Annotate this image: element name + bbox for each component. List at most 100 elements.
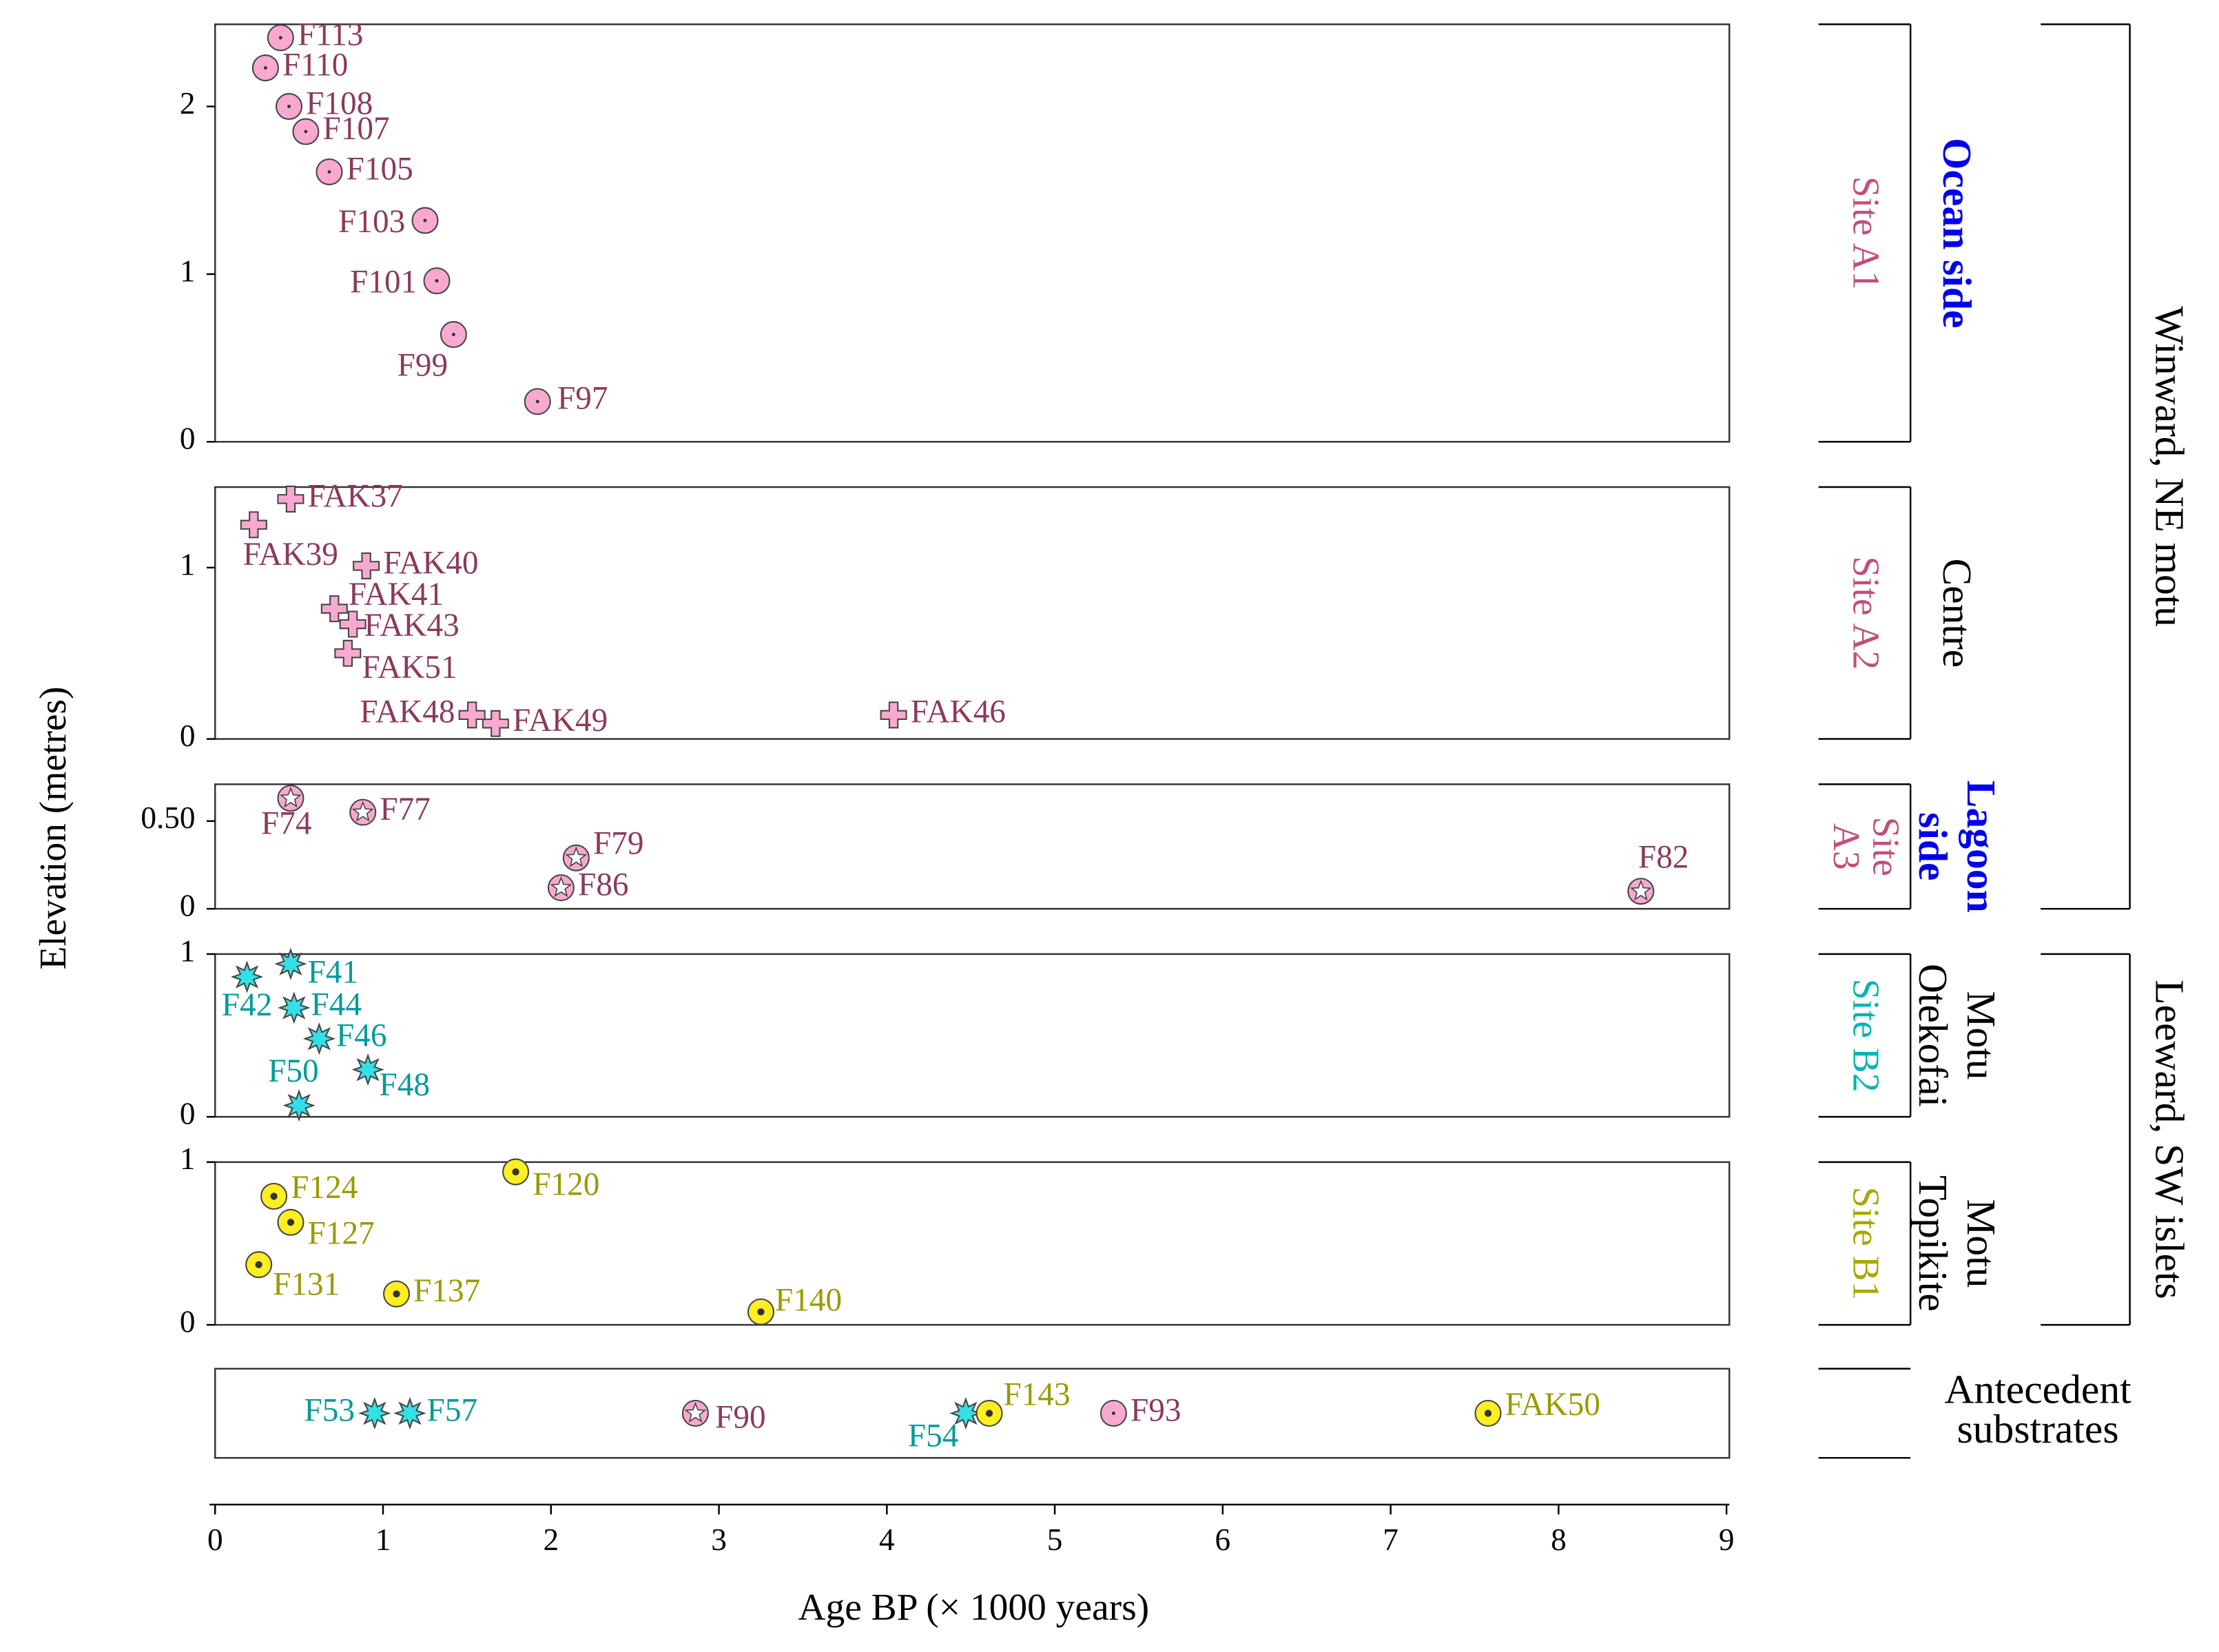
point-label: FAK43 [364,608,460,643]
x-tick-label: 2 [543,1522,559,1557]
y-tick-label: 1 [180,1142,196,1176]
panel-frame [214,486,1731,740]
point-label: F120 [533,1166,599,1202]
point-label: FAK40 [383,545,478,581]
panel-frame [214,783,1731,910]
marker [339,610,367,638]
point-label: F44 [311,987,362,1023]
point-label: FAK48 [360,694,455,730]
y-tick-label: 1 [180,547,196,581]
point-label: F140 [775,1283,842,1319]
point-label: F105 [347,151,413,187]
point-label: F50 [268,1053,319,1089]
point-label: F124 [291,1170,358,1206]
zone-label: side [1910,812,1956,880]
point-label: FAK41 [349,577,444,612]
x-tick-label: 3 [711,1522,727,1557]
marker [334,639,362,667]
y-tick-label: 0.50 [141,801,195,835]
marker [277,485,305,513]
zone-label: Motu [1959,1199,2004,1288]
point-label: F97 [557,381,608,417]
y-tick-label: 0 [180,422,196,456]
point-label: FAK50 [1505,1387,1600,1423]
y-tick-label: 1 [180,933,196,968]
marker [302,1022,336,1055]
point-label: F110 [282,47,348,83]
point-label: F46 [336,1018,387,1054]
point-label: F108 [306,85,373,121]
marker-star [565,846,588,867]
marker-center [757,1308,765,1316]
marker-center [985,1410,993,1417]
marker-center [1484,1410,1492,1417]
y-tick-label: 0 [180,719,196,753]
marker-center [393,1290,400,1298]
point-label: FAK37 [308,478,403,514]
marker-center [304,130,308,134]
zone-label: substrates [1957,1406,2119,1452]
y-axis-title: Elevation (metres) [32,687,74,970]
zone-label: Centre [1934,558,1980,668]
site-label: Site A1 [1846,176,1888,290]
x-tick-label: 6 [1215,1522,1231,1557]
site-label: Site A2 [1846,556,1888,670]
marker-center [435,279,439,283]
point-label: F54 [908,1418,959,1454]
x-tick-label: 8 [1551,1522,1567,1557]
x-tick-label: 1 [375,1522,391,1557]
marker-center [512,1168,519,1176]
point-label: FAK46 [911,694,1006,730]
marker-center [270,1192,278,1200]
y-tick-label: 2 [180,86,196,121]
marker-star [684,1401,707,1423]
x-axis-title: Age BP (× 1000 years) [798,1586,1149,1628]
zone-label: Topikite [1910,1175,1956,1312]
marker [320,595,348,623]
point-label: F42 [222,987,273,1023]
x-tick-label: 0 [207,1522,223,1557]
site-label: A3 [1826,823,1868,870]
x-tick-label: 7 [1383,1522,1399,1557]
marker-center [1111,1412,1115,1415]
point-label: F113 [298,17,363,53]
site-label: Site B1 [1846,1187,1888,1301]
point-label: F90 [715,1400,766,1436]
marker-center [255,1261,262,1268]
group-label: Leeward, SW islets [2147,980,2192,1299]
point-label: F79 [593,826,644,862]
marker [358,1396,391,1430]
group-label: Winward, NE motu [2147,306,2192,627]
marker-center [278,36,282,40]
point-label: F48 [380,1067,431,1103]
point-label: F127 [308,1216,375,1252]
point-label: F57 [427,1392,478,1428]
site-label: Site [1865,817,1907,876]
marker-star [550,876,572,898]
y-tick-label: 0 [180,889,196,923]
panel-frame [214,23,1731,443]
marker-center [327,169,331,174]
marker-center [535,400,539,404]
point-label: F101 [350,265,417,300]
panel-frame [214,1161,1731,1326]
marker [274,947,307,980]
marker [949,1396,982,1430]
zone-label: Otekofai [1910,964,1956,1107]
point-label: F77 [380,792,431,827]
y-tick-label: 0 [180,1097,196,1131]
x-tick-label: 5 [1047,1522,1063,1557]
marker-center [423,218,427,223]
marker [278,991,311,1024]
y-tick-label: 0 [180,1304,196,1339]
marker [353,552,380,579]
marker [282,1088,316,1122]
marker-center [287,105,291,109]
point-label: F74 [261,806,312,842]
point-label: F99 [398,348,448,384]
marker-center [287,1219,295,1226]
zone-label: Ocean side [1934,138,1980,328]
marker [351,1053,384,1086]
marker-star [1629,880,1652,901]
point-label: FAK39 [243,537,338,572]
